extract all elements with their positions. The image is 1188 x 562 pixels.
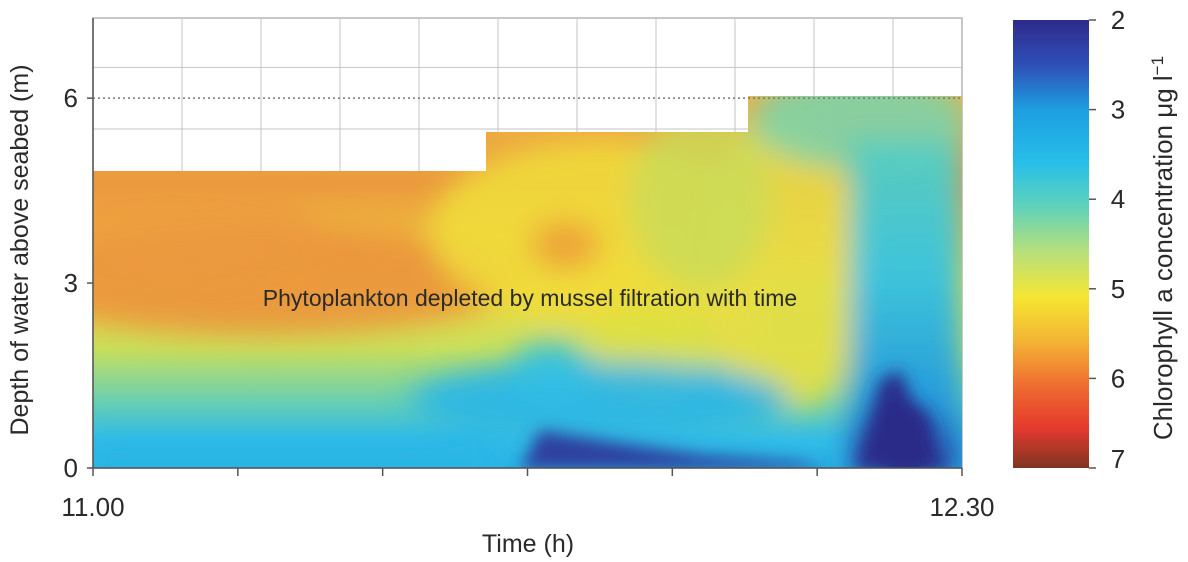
colorbar-label: Chlorophyll a concentration μg l [1148, 75, 1178, 440]
annotation-text: Phytoplankton depleted by mussel filtrat… [263, 285, 797, 311]
y-tick-label: 0 [64, 453, 78, 483]
colorbar-label-superscript: −1 [1148, 56, 1167, 75]
x-axis-title: Time (h) [482, 530, 574, 558]
y-axis-title: Depth of water above seabed (m) [6, 64, 34, 435]
x-tick-label: 12.30 [929, 492, 994, 522]
colorbar-tick-label: 6 [1111, 363, 1125, 393]
colorbar-title: Chlorophyll a concentration μg l−1 [1148, 56, 1179, 440]
x-tick-label: 11.00 [61, 492, 124, 522]
colorbar-tick-label: 5 [1111, 274, 1125, 304]
colorbar [1013, 20, 1089, 468]
x-axis: 11.00 12.30 [61, 467, 995, 522]
y-axis: 0 3 6 [64, 18, 962, 483]
colorbar-tick-label: 3 [1111, 95, 1125, 125]
colorbar-tick-label: 4 [1111, 184, 1125, 214]
colorbar-tick-label: 7 [1111, 444, 1125, 474]
colorbar-gradient [1013, 20, 1089, 468]
colorbar-tick-label: 2 [1111, 5, 1125, 35]
y-tick-label: 3 [64, 268, 78, 298]
colorbar-ticks: 2 3 4 5 6 7 [1089, 5, 1125, 474]
y-tick-label: 6 [64, 83, 78, 113]
